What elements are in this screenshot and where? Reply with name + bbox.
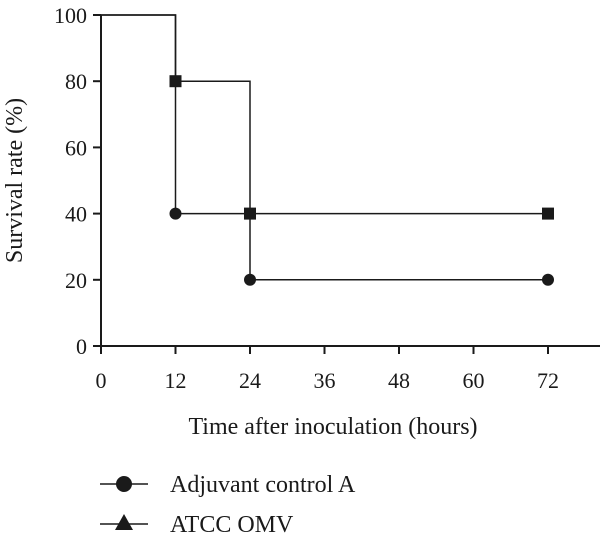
x-tick-label-72: 72 [537, 368, 559, 393]
legend: Adjuvant control A ATCC OMV [100, 472, 356, 538]
point-1-2 [244, 207, 256, 220]
point-1-3 [542, 207, 554, 220]
y-tick-label-60: 60 [65, 135, 87, 160]
legend-marker-atcc-omv [115, 514, 133, 530]
y-axis-title: Survival rate (%) [2, 98, 28, 263]
y-tick-label-20: 20 [65, 268, 87, 293]
x-tick-label-36: 36 [314, 368, 336, 393]
x-tick-label-24: 24 [239, 368, 261, 393]
point-1-1 [169, 75, 182, 88]
point-0-1 [169, 207, 182, 220]
legend-label-atcc-omv: ATCC OMV [170, 512, 294, 538]
x-tick-label-60: 60 [463, 368, 485, 393]
y-tick-label-80: 80 [65, 69, 87, 94]
x-tick-label-48: 48 [388, 368, 410, 393]
legend-label-adjuvant: Adjuvant control A [170, 472, 356, 498]
ticks: 0 20 40 60 80 100 0 12 24 36 48 60 72 [54, 3, 559, 393]
series-line-1 [101, 14, 548, 215]
x-tick-label-0: 0 [96, 368, 107, 393]
axes [100, 15, 600, 347]
legend-item-atcc-omv: ATCC OMV [100, 512, 294, 538]
y-tick-label-40: 40 [65, 202, 87, 227]
x-tick-label-12: 12 [165, 368, 187, 393]
series-line-0 [101, 14, 548, 281]
series-layer [101, 14, 548, 281]
legend-marker-adjuvant [116, 476, 132, 492]
markers-layer [169, 75, 554, 286]
point-0-2 [244, 273, 256, 286]
y-tick-label-0: 0 [76, 334, 87, 359]
x-axis-title: Time after inoculation (hours) [188, 414, 477, 440]
y-tick-label-100: 100 [54, 3, 87, 28]
legend-item-adjuvant: Adjuvant control A [100, 472, 356, 498]
point-0-3 [542, 273, 554, 286]
